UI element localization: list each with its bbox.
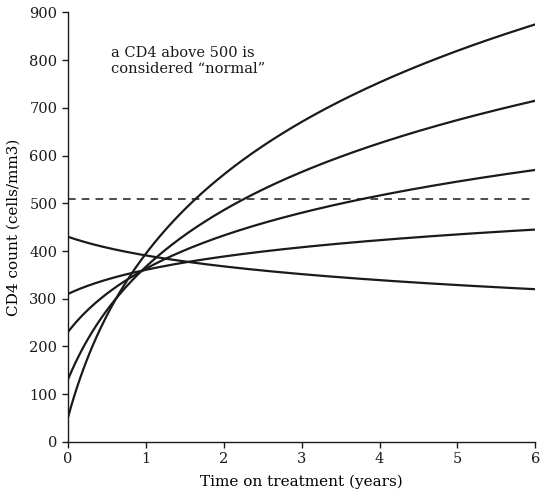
Text: a CD4 above 500 is
considered “normal”: a CD4 above 500 is considered “normal” [110,46,265,76]
Y-axis label: CD4 count (cells/mm3): CD4 count (cells/mm3) [7,138,21,316]
X-axis label: Time on treatment (years): Time on treatment (years) [200,475,403,489]
